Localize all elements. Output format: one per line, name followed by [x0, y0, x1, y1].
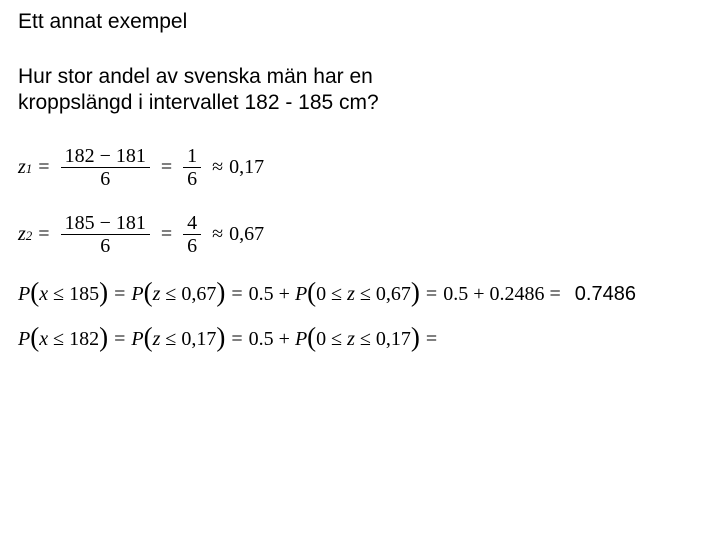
paren-right: ): [216, 277, 225, 308]
paren-right: ): [99, 322, 108, 353]
paren-right: ): [411, 277, 420, 308]
equals-sign: =: [114, 283, 125, 306]
subscript-1: 1: [26, 161, 33, 177]
val-067: 0,67: [376, 283, 411, 306]
question-line-1: Hur stor andel av svenska män har en: [18, 65, 373, 88]
le-sign: ≤: [360, 328, 371, 351]
question-line-2: kroppslängd i intervallet 182 - 185 cm?: [18, 91, 379, 114]
equation-p-185: P(x ≤ 185) = P(z ≤ 0,67) = 0.5 + P(0 ≤ z…: [18, 279, 702, 310]
equation-z2: z2 = 185 − 181 6 = 4 6 ≈ 0,67: [18, 212, 702, 257]
val-067: 0,67: [181, 283, 216, 306]
le-sign: ≤: [165, 283, 176, 306]
paren-left: (: [144, 322, 153, 353]
le-sign: ≤: [331, 328, 342, 351]
le-sign: ≤: [53, 283, 64, 306]
numerator: 185 − 181: [61, 212, 150, 235]
equals-sign: =: [231, 283, 242, 306]
paren-right: ): [216, 322, 225, 353]
equals-sign: =: [114, 328, 125, 351]
numerator: 1: [183, 145, 201, 168]
sum-expr: 0.5 + 0.2486: [443, 283, 544, 306]
half: 0.5: [249, 283, 274, 306]
le-sign: ≤: [331, 283, 342, 306]
plus-sign: +: [279, 328, 290, 351]
var-z: z: [347, 283, 355, 306]
equals-sign: =: [426, 328, 437, 351]
P-symbol: P: [18, 328, 30, 351]
var-x: x: [39, 283, 48, 306]
denominator: 6: [96, 168, 114, 190]
subscript-2: 2: [26, 228, 33, 244]
var-x: x: [39, 328, 48, 351]
paren-left: (: [30, 322, 39, 353]
P-symbol: P: [131, 283, 143, 306]
numerator: 182 − 181: [61, 145, 150, 168]
paren-left: (: [30, 277, 39, 308]
equals-sign: =: [231, 328, 242, 351]
z1-value: 0,17: [229, 156, 264, 179]
equals-sign: =: [38, 156, 49, 179]
P-symbol: P: [131, 328, 143, 351]
half: 0.5: [249, 328, 274, 351]
equals-sign: =: [161, 156, 172, 179]
fraction-z1-full: 182 − 181 6: [61, 145, 150, 190]
z2-value: 0,67: [229, 223, 264, 246]
fraction-z2-full: 185 − 181 6: [61, 212, 150, 257]
paren-left: (: [307, 322, 316, 353]
denominator: 6: [183, 235, 201, 257]
var-z: z: [347, 328, 355, 351]
equals-sign: =: [426, 283, 437, 306]
zero: 0: [316, 328, 326, 351]
le-sign: ≤: [360, 283, 371, 306]
le-sign: ≤: [165, 328, 176, 351]
equals-sign: =: [161, 223, 172, 246]
val-017: 0,17: [181, 328, 216, 351]
equation-p-182: P(x ≤ 182) = P(z ≤ 0,17) = 0.5 + P(0 ≤ z…: [18, 324, 702, 355]
zero: 0: [316, 283, 326, 306]
paren-right: ): [99, 277, 108, 308]
fraction-z2-simpl: 4 6: [183, 212, 201, 257]
denominator: 6: [96, 235, 114, 257]
var-z: z: [18, 223, 26, 246]
P-symbol: P: [18, 283, 30, 306]
approx-sign: ≈: [212, 223, 223, 246]
var-z: z: [18, 156, 26, 179]
equals-sign: =: [38, 223, 49, 246]
approx-sign: ≈: [212, 156, 223, 179]
equation-z1: z1 = 182 − 181 6 = 1 6 ≈ 0,17: [18, 145, 702, 190]
paren-right: ): [411, 322, 420, 353]
val-017: 0,17: [376, 328, 411, 351]
P-symbol: P: [295, 283, 307, 306]
P-symbol: P: [295, 328, 307, 351]
paren-left: (: [144, 277, 153, 308]
numerator: 4: [183, 212, 201, 235]
le-sign: ≤: [53, 328, 64, 351]
var-z: z: [153, 283, 161, 306]
page-title: Ett annat exempel: [18, 10, 702, 34]
var-z: z: [153, 328, 161, 351]
val-182: 182: [69, 328, 99, 351]
paren-left: (: [307, 277, 316, 308]
equals-sign: =: [549, 283, 560, 306]
question-text: Hur stor andel av svenska män har en kro…: [18, 64, 702, 117]
plus-sign: +: [279, 283, 290, 306]
result-07486: 0.7486: [575, 283, 636, 306]
val-185: 185: [69, 283, 99, 306]
denominator: 6: [183, 168, 201, 190]
fraction-z1-simpl: 1 6: [183, 145, 201, 190]
